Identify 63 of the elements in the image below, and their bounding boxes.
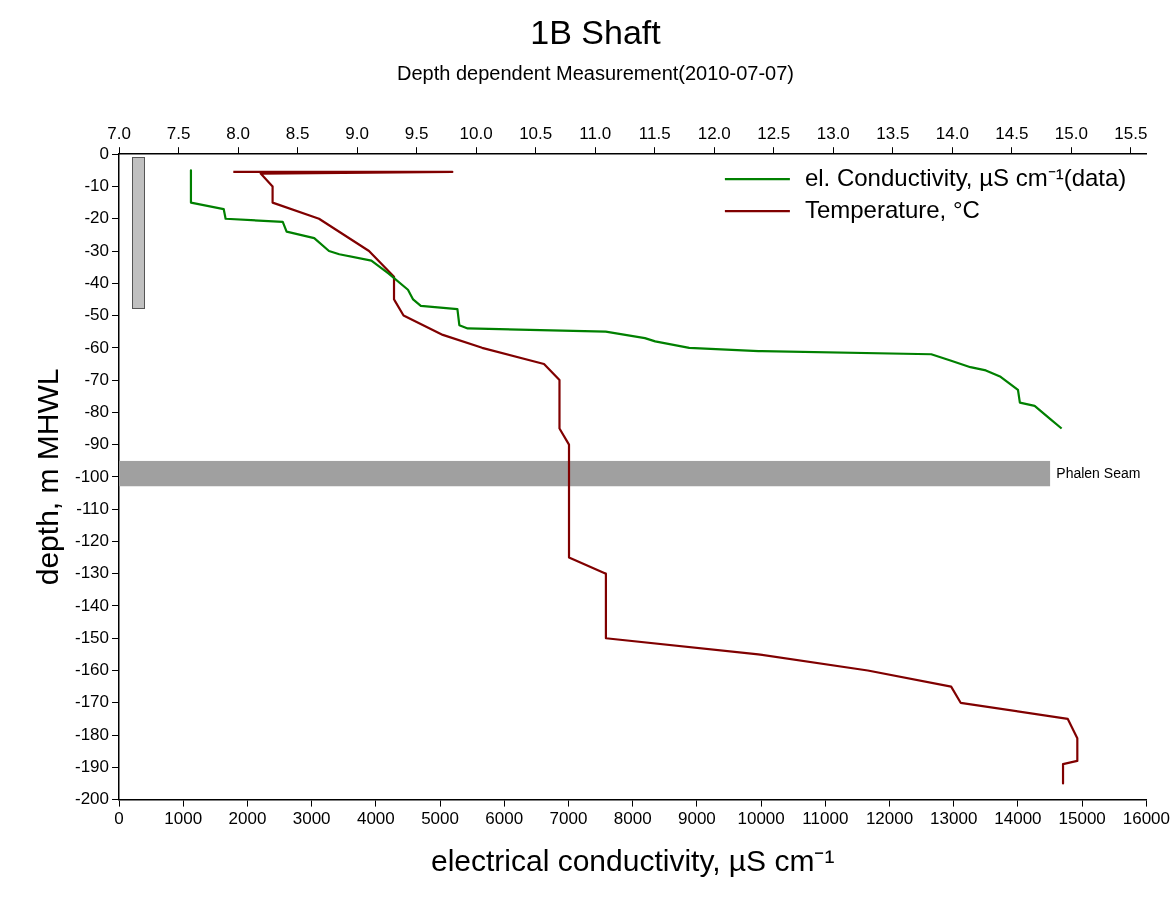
x-tick-label: 7000 [549, 809, 588, 829]
x2-tick-label: 10.5 [519, 123, 553, 143]
x-tick-label: 9000 [677, 809, 716, 829]
band-label: Phalen Seam [1056, 464, 1141, 481]
x2-tick-label: 15.5 [1114, 123, 1148, 143]
x-tick-label: 0 [114, 809, 124, 829]
y-tick-label: -40 [84, 272, 110, 292]
x2-tick-label: 13.0 [816, 123, 850, 143]
x2-tick-label: 11.0 [579, 123, 612, 143]
y-tick-label: -150 [74, 627, 110, 647]
x2-tick-label: 14.5 [995, 123, 1029, 143]
x2-tick-label: 11.5 [638, 123, 671, 143]
y-tick-label: -110 [76, 498, 110, 518]
x2-tick-label: 12.0 [697, 123, 731, 143]
y-tick-label: -130 [74, 563, 110, 583]
y-tick-label: -160 [74, 660, 110, 680]
x2-tick-label: 14.0 [935, 123, 969, 143]
x-tick-label: 5000 [421, 809, 459, 829]
x2-tick-label: 13.5 [876, 123, 910, 143]
x2-tick-label: 15.0 [1054, 123, 1088, 143]
x2-tick-label: 8.5 [285, 123, 310, 143]
x-tick-label: 14000 [994, 809, 1042, 829]
x-tick-label: 11000 [802, 809, 849, 829]
y-axis-title: depth, m MHWL [31, 368, 65, 586]
x2-tick-label: 8.0 [226, 123, 250, 143]
legend-label: el. Conductivity, µS cm⁻¹(data) [804, 163, 1127, 191]
y-tick-label: -30 [84, 240, 110, 260]
x-tick-label: 8000 [613, 809, 652, 829]
y-tick-label: -100 [74, 466, 110, 486]
x-tick-label: 1000 [164, 809, 203, 829]
y-tick-label: -120 [74, 531, 110, 551]
x-tick-label: 10000 [737, 809, 785, 829]
chart-title: 1B Shaft [530, 12, 662, 51]
chart-subtitle: Depth dependent Measurement(2010-07-07) [397, 62, 794, 85]
x2-tick-label: 7.0 [107, 123, 131, 143]
y-tick-label: 0 [99, 143, 110, 163]
x2-tick-label: 7.5 [166, 123, 191, 143]
x-tick-label: 6000 [485, 809, 524, 829]
y-tick-label: -10 [84, 176, 110, 196]
x-tick-label: 4000 [356, 809, 395, 829]
x2-tick-label: 12.5 [757, 123, 791, 143]
y-tick-label: -80 [84, 402, 110, 422]
x-axis-title: electrical conductivity, µS cm⁻¹ [430, 844, 835, 878]
y-tick-label: -90 [84, 434, 110, 454]
x2-tick-label: 9.5 [404, 123, 429, 143]
x-tick-label: 12000 [865, 809, 914, 829]
x-tick-label: 2000 [228, 809, 267, 829]
x-tick-label: 13000 [930, 809, 978, 829]
y-tick-label: -60 [84, 337, 110, 357]
y-tick-label: -200 [74, 789, 110, 809]
x2-tick-label: 10.0 [459, 123, 493, 143]
x-tick-label: 3000 [292, 809, 331, 829]
x-tick-label: 15000 [1058, 809, 1106, 829]
y-tick-label: -140 [74, 595, 110, 615]
x-tick-label: 16000 [1122, 809, 1170, 829]
y-tick-label: -50 [84, 305, 110, 325]
y-tick-label: -70 [84, 369, 110, 389]
y-tick-label: -170 [74, 692, 110, 712]
y-tick-label: -180 [74, 724, 110, 744]
y-tick-label: -20 [84, 208, 110, 228]
x2-tick-label: 9.0 [345, 123, 369, 143]
y-tick-label: -190 [74, 757, 110, 777]
legend-label: Temperature, °C [804, 195, 980, 223]
